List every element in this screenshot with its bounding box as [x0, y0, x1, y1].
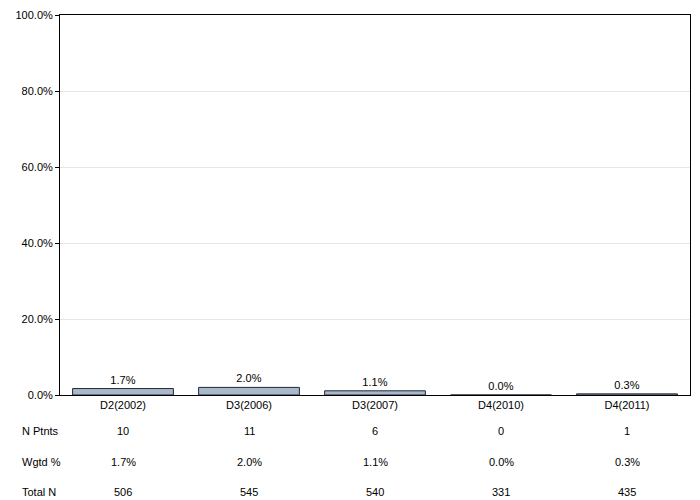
svg-text:0: 0: [498, 425, 504, 437]
svg-text:D4(2011): D4(2011): [604, 399, 649, 411]
svg-text:0.3%: 0.3%: [614, 379, 639, 391]
svg-text:331: 331: [492, 486, 510, 498]
svg-text:D3(2006): D3(2006): [226, 399, 272, 411]
svg-text:1.1%: 1.1%: [363, 456, 388, 468]
svg-text:D2(2002): D2(2002): [100, 399, 146, 411]
svg-text:2.0%: 2.0%: [236, 372, 261, 384]
svg-text:435: 435: [618, 486, 636, 498]
svg-text:0.3%: 0.3%: [615, 456, 640, 468]
svg-text:D4(2010): D4(2010): [478, 399, 524, 411]
svg-text:0.0%: 0.0%: [28, 389, 53, 401]
svg-text:80.0%: 80.0%: [22, 85, 53, 97]
svg-text:6: 6: [372, 425, 378, 437]
svg-text:1: 1: [624, 425, 630, 437]
svg-text:506: 506: [114, 486, 132, 498]
svg-text:2.0%: 2.0%: [237, 456, 262, 468]
svg-text:545: 545: [240, 486, 258, 498]
svg-text:20.0%: 20.0%: [22, 313, 53, 325]
svg-text:10: 10: [117, 425, 129, 437]
svg-text:1.7%: 1.7%: [110, 374, 135, 386]
svg-text:100.0%: 100.0%: [15, 9, 53, 21]
svg-text:Wgtd %: Wgtd %: [22, 456, 61, 468]
svg-text:0.0%: 0.0%: [488, 380, 513, 392]
svg-text:0.0%: 0.0%: [489, 456, 514, 468]
svg-text:40.0%: 40.0%: [22, 237, 53, 249]
svg-text:Total N: Total N: [22, 486, 56, 498]
svg-text:N Ptnts: N Ptnts: [22, 425, 59, 437]
svg-text:1.7%: 1.7%: [111, 456, 136, 468]
svg-text:60.0%: 60.0%: [22, 161, 53, 173]
svg-text:1.1%: 1.1%: [362, 376, 387, 388]
svg-text:11: 11: [244, 425, 255, 437]
svg-text:D3(2007): D3(2007): [352, 399, 398, 411]
svg-text:540: 540: [366, 486, 384, 498]
